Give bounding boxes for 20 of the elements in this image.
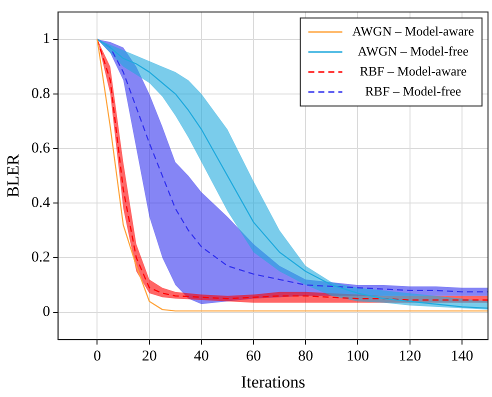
x-tick-label: 60 <box>246 348 262 365</box>
x-tick-label: 100 <box>346 348 369 365</box>
y-tick-label: 1 <box>42 31 50 48</box>
y-tick-label: 0.4 <box>31 195 51 212</box>
x-tick-label: 40 <box>194 348 209 365</box>
x-tick-label: 0 <box>93 348 101 365</box>
y-tick-label: 0.2 <box>31 250 50 266</box>
legend-label: RBF – Model-free <box>365 83 462 98</box>
legend-label: RBF – Model-aware <box>360 63 467 78</box>
x-tick-label: 140 <box>450 348 474 365</box>
x-tick-label: 80 <box>298 348 314 365</box>
x-tick-label: 120 <box>398 348 422 365</box>
x-tick-label: 20 <box>142 348 157 365</box>
y-tick-label: 0.8 <box>31 86 50 102</box>
legend-label: AWGN – Model-aware <box>352 23 474 38</box>
x-axis-title: Iterations <box>240 372 306 392</box>
y-tick-label: 0.6 <box>31 140 51 156</box>
legend-label: AWGN – Model-free <box>358 43 469 58</box>
y-tick-label: 0 <box>42 304 50 320</box>
y-axis-title: BLER <box>4 153 23 198</box>
